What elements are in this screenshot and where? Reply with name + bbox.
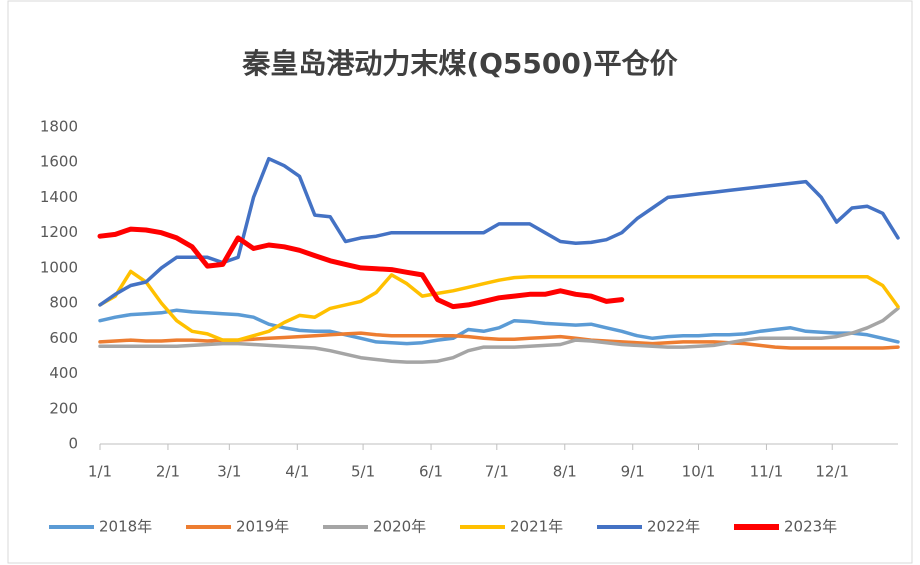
y-tick-label: 400 [49, 364, 78, 382]
x-tick-label: 1/1 [88, 463, 112, 481]
series-line [98, 306, 900, 364]
y-tick-label: 1800 [40, 118, 78, 136]
series-line [97, 226, 625, 310]
legend-label: 2021年 [510, 518, 563, 536]
legend-label: 2019年 [236, 518, 289, 536]
y-tick-label: 1600 [40, 153, 78, 171]
y-tick-label: 200 [49, 399, 78, 417]
legend-label: 2023年 [784, 518, 837, 536]
y-tick-label: 1000 [40, 258, 78, 276]
series-line [98, 269, 900, 342]
y-tick-label: 1400 [40, 188, 78, 206]
series-line [98, 156, 900, 307]
x-tick-label: 6/1 [419, 463, 443, 481]
x-tick-label: 4/1 [285, 463, 309, 481]
x-tick-label: 8/1 [553, 463, 577, 481]
x-tick-label: 11/1 [750, 463, 784, 481]
x-tick-label: 2/1 [156, 463, 180, 481]
x-tick-label: 3/1 [217, 463, 241, 481]
y-tick-label: 800 [49, 294, 78, 312]
y-tick-label: 600 [49, 329, 78, 347]
x-tick-label: 5/1 [351, 463, 375, 481]
chart-title: 秦皇岛港动力末煤(Q5500)平仓价 [241, 47, 678, 80]
x-tick-label: 9/1 [621, 463, 645, 481]
x-tick-label: 10/1 [682, 463, 716, 481]
y-tick-label: 0 [68, 435, 78, 453]
legend-label: 2022年 [647, 518, 700, 536]
x-tick-label: 12/1 [815, 463, 849, 481]
chart-frame [7, 0, 913, 564]
legend-label: 2020年 [373, 518, 426, 536]
legend-label: 2018年 [99, 518, 152, 536]
y-tick-label: 1200 [40, 223, 78, 241]
x-tick-label: 7/1 [485, 463, 509, 481]
series-line [98, 308, 900, 346]
